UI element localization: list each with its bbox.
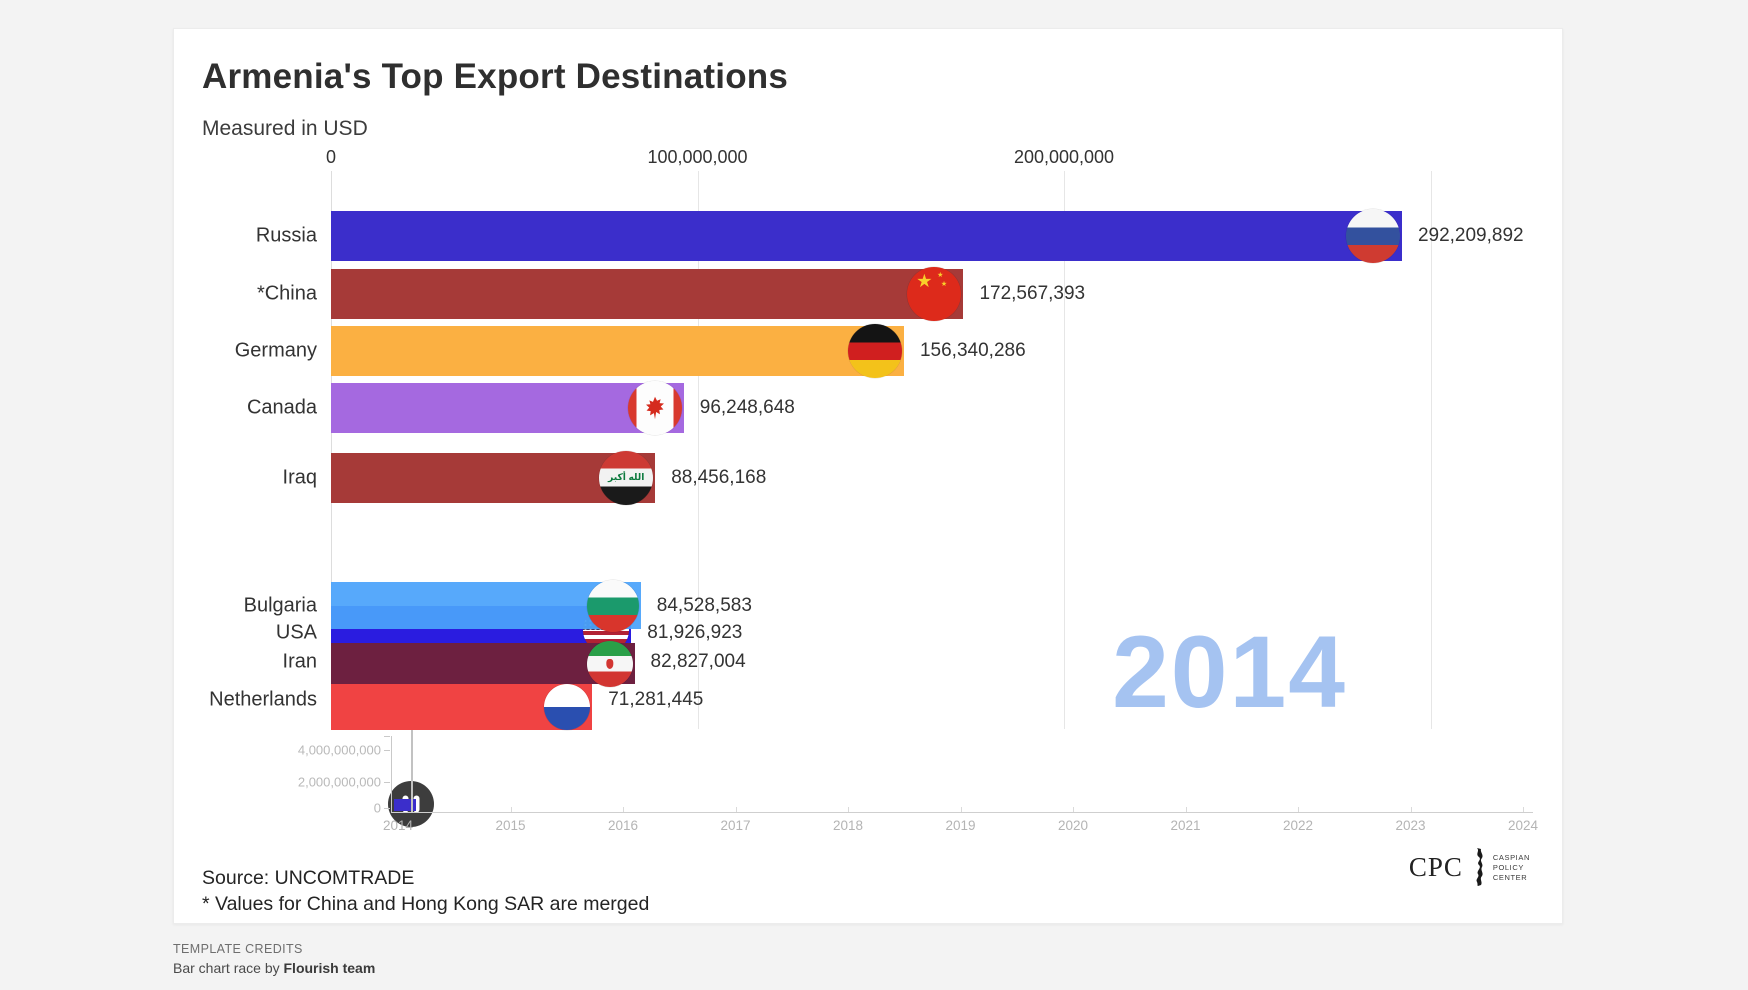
country-label-russia: Russia — [255, 224, 317, 247]
credits-team: Flourish team — [283, 960, 376, 976]
timeline-year-label-2018[interactable]: 2018 — [832, 818, 864, 833]
gridline — [331, 171, 332, 729]
timeline-year-label-2023[interactable]: 2023 — [1395, 818, 1426, 833]
cpc-logo-text: CPC — [1408, 851, 1463, 882]
timeline-y-axis — [391, 736, 392, 812]
value-label-bulgaria: 84,528,583 — [656, 594, 752, 616]
timeline-year-tick — [1523, 807, 1524, 812]
country-label-canada: Canada — [246, 396, 317, 419]
timeline-x-axis — [391, 812, 1533, 813]
credits-heading: TEMPLATE CREDITS — [173, 942, 303, 956]
cpc-logo: CPC CASPIAN POLICY CENTER — [1409, 847, 1530, 887]
timeline-year-label-2024[interactable]: 2024 — [1507, 818, 1539, 833]
x-axis-tick-label: 0 — [325, 147, 337, 167]
gridline — [697, 171, 699, 729]
bulgaria-flag-icon — [586, 579, 639, 632]
value-label-usa: 81,926,923 — [647, 622, 743, 643]
iran-emblem-icon — [605, 658, 614, 669]
value-label-china: 172,567,393 — [979, 283, 1086, 304]
timeline-year-tick — [735, 807, 737, 812]
timeline-year-label-2015[interactable]: 2015 — [495, 818, 526, 833]
caspian-sea-icon — [1476, 848, 1483, 886]
timeline-year-label-2014[interactable]: 2014 — [382, 818, 414, 833]
timeline-year-label-2017[interactable]: 2017 — [720, 818, 751, 833]
timeline-year-tick — [1298, 807, 1299, 812]
country-label-netherlands: Netherlands — [209, 688, 317, 711]
timeline-y-tick — [384, 750, 390, 751]
timeline-y-tick-label: 4,000,000,000 — [297, 742, 381, 758]
bar-russia[interactable] — [331, 211, 1402, 261]
china-star-icon: ★ — [916, 270, 933, 292]
cpc-org-line: CASPIAN — [1492, 852, 1530, 862]
bar-iran[interactable] — [331, 643, 635, 684]
timeline-year-label-2021[interactable]: 2021 — [1170, 818, 1201, 833]
country-label-usa: USA — [275, 621, 317, 644]
chart-subtitle: Measured in USD — [202, 117, 368, 140]
bar-china[interactable] — [331, 269, 964, 319]
canada-flag-icon — [627, 381, 682, 435]
timeline-year-label-2022[interactable]: 2022 — [1282, 818, 1314, 833]
country-label-bulgaria: Bulgaria — [243, 594, 317, 616]
value-label-iraq: 88,456,168 — [671, 467, 767, 488]
germany-flag-icon — [847, 324, 902, 378]
source-note: * Values for China and Hong Kong SAR are… — [202, 893, 650, 915]
gridline — [1064, 171, 1065, 729]
timeline-y-tick-label: 0 — [373, 800, 381, 816]
value-label-canada: 96,248,648 — [699, 397, 795, 418]
timeline-year-label-2020[interactable]: 2020 — [1057, 818, 1089, 833]
value-label-netherlands: 71,281,445 — [608, 689, 704, 710]
timeline-year-tick — [1410, 807, 1412, 812]
timeline-y-tick — [384, 782, 390, 783]
bar-germany[interactable] — [331, 326, 904, 376]
timeline-year-tick — [960, 807, 962, 812]
value-label-russia: 292,209,892 — [1417, 225, 1524, 246]
timeline-year-label-2019[interactable]: 2019 — [945, 818, 976, 833]
iraq-script-text: الله أكبر — [608, 471, 645, 482]
maple-leaf-icon — [641, 395, 668, 422]
gridline — [1430, 171, 1432, 729]
cpc-org-line: POLICY — [1492, 862, 1524, 872]
x-axis-tick-label: 200,000,000 — [1013, 147, 1115, 167]
timeline-y-tick-label: 2,000,000,000 — [297, 774, 381, 790]
china-star-icon: ★ — [940, 281, 948, 289]
iraq-flag-icon: الله أكبر — [599, 451, 654, 505]
timeline-area-chart-start — [394, 799, 416, 811]
x-axis-tick-label: 100,000,000 — [647, 147, 748, 167]
current-year-label: 2014 — [1112, 615, 1347, 729]
china-flag-icon: ★ ★ ★ — [907, 267, 962, 321]
iran-flag-icon — [586, 640, 633, 687]
country-label-iraq: Iraq — [282, 466, 317, 489]
source-text: Source: UNCOMTRADE — [202, 867, 415, 889]
china-star-icon: ★ — [937, 272, 944, 280]
timeline-year-tick — [848, 807, 849, 812]
netherlands-flag-icon — [544, 684, 591, 730]
chart-title: Armenia's Top Export Destinations — [202, 57, 789, 96]
value-label-germany: 156,340,286 — [919, 340, 1026, 361]
timeline-year-tick — [510, 807, 512, 812]
country-label-china: *China — [256, 282, 317, 305]
timeline-cursor[interactable] — [411, 728, 413, 812]
template-credits: TEMPLATE CREDITS Bar chart race by Flour… — [173, 942, 375, 976]
timeline-year-tick — [1185, 807, 1187, 812]
chart-card: Armenia's Top Export Destinations Measur… — [173, 28, 1563, 924]
timeline-year-label-2016[interactable]: 2016 — [607, 818, 639, 833]
timeline-year-tick — [623, 807, 624, 812]
timeline-y-axis-cap — [384, 736, 390, 737]
russia-flag-icon — [1345, 209, 1400, 263]
bar-canada[interactable] — [331, 383, 684, 433]
bar-chart-race: 0 100,000,000 200,000,000 Russia 292,209,892… — [174, 29, 1562, 923]
value-label-iran: 82,827,004 — [650, 651, 746, 672]
credits-line: Bar chart race by Flourish team — [173, 960, 375, 976]
cpc-logo-org-name: CASPIAN POLICY CENTER — [1493, 853, 1530, 882]
credits-prefix: Bar chart race by — [173, 960, 284, 976]
timeline-year-tick — [1073, 807, 1074, 812]
country-label-iran: Iran — [282, 650, 317, 673]
country-label-germany: Germany — [234, 339, 317, 362]
cpc-org-line: CENTER — [1492, 872, 1528, 882]
timeline-y-tick — [384, 808, 390, 809]
